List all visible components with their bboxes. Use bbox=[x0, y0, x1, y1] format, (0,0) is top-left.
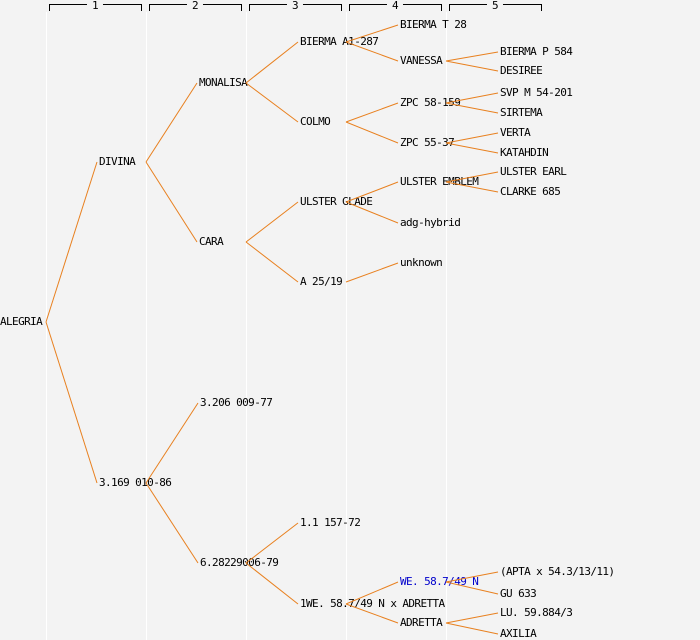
node-ulster-glade: ULSTER GLADE bbox=[300, 195, 373, 208]
node-cara: CARA bbox=[199, 235, 224, 248]
node-we-58-7-49-n[interactable]: WE. 58.7/49 N bbox=[400, 575, 479, 588]
generation-label-4: 4 bbox=[386, 0, 404, 12]
generation-label-5: 5 bbox=[486, 0, 504, 12]
node-3206-009-77: 3.206 009-77 bbox=[200, 396, 273, 409]
generation-label-1: 1 bbox=[86, 0, 104, 12]
node-ulster-emblem: ULSTER EMBLEM bbox=[400, 175, 479, 188]
generation-label-3: 3 bbox=[286, 0, 304, 12]
node-sirtema: SIRTEMA bbox=[500, 106, 543, 119]
node-axilia: AXILIA bbox=[500, 627, 537, 640]
node-verta: VERTA bbox=[500, 126, 531, 139]
node-unknown: unknown bbox=[400, 256, 443, 269]
node-bierma-p-584: BIERMA P 584 bbox=[500, 45, 573, 58]
node-divina: DIVINA bbox=[99, 155, 136, 168]
node-clarke-685: CLARKE 685 bbox=[500, 185, 561, 198]
node-6-28229006-79: 6.28229006-79 bbox=[200, 556, 279, 569]
node-a-25-19: A 25/19 bbox=[300, 275, 343, 288]
node-1we-58-7-49-n-x-adretta: 1WE. 58.7/49 N x ADRETTA bbox=[300, 597, 445, 610]
node-alegria: ALEGRIA bbox=[0, 315, 43, 328]
node-ulster-earl: ULSTER EARL bbox=[500, 165, 567, 178]
node-3169-010-86: 3.169 010-86 bbox=[99, 476, 172, 489]
node-adretta: ADRETTA bbox=[400, 616, 443, 629]
node-gu-633: GU 633 bbox=[500, 587, 537, 600]
node-lu-59-884-3: LU. 59.884/3 bbox=[500, 606, 573, 619]
generation-label-2: 2 bbox=[186, 0, 204, 12]
node-vanessa: VANESSA bbox=[400, 54, 443, 67]
node-bierma-a1-287: BIERMA A1-287 bbox=[300, 35, 379, 48]
node-desiree: DESIREE bbox=[500, 64, 543, 77]
node-katahdin: KATAHDIN bbox=[500, 146, 549, 159]
node-colmo: COLMO bbox=[300, 115, 331, 128]
node-bierma-t-28: BIERMA T 28 bbox=[400, 18, 467, 31]
node-svp-m-54-201: SVP M 54-201 bbox=[500, 86, 573, 99]
node-1-1-157-72: 1.1 157-72 bbox=[300, 516, 361, 529]
node-apta-x-54-3-13-11: (APTA x 54.3/13/11) bbox=[500, 565, 615, 578]
node-zpc-55-37: ZPC 55-37 bbox=[400, 136, 455, 149]
node-zpc-58-159: ZPC 58-159 bbox=[400, 96, 461, 109]
node-adg-hybrid: adg-hybrid bbox=[400, 216, 461, 229]
node-monalisa: MONALISA bbox=[199, 76, 248, 89]
